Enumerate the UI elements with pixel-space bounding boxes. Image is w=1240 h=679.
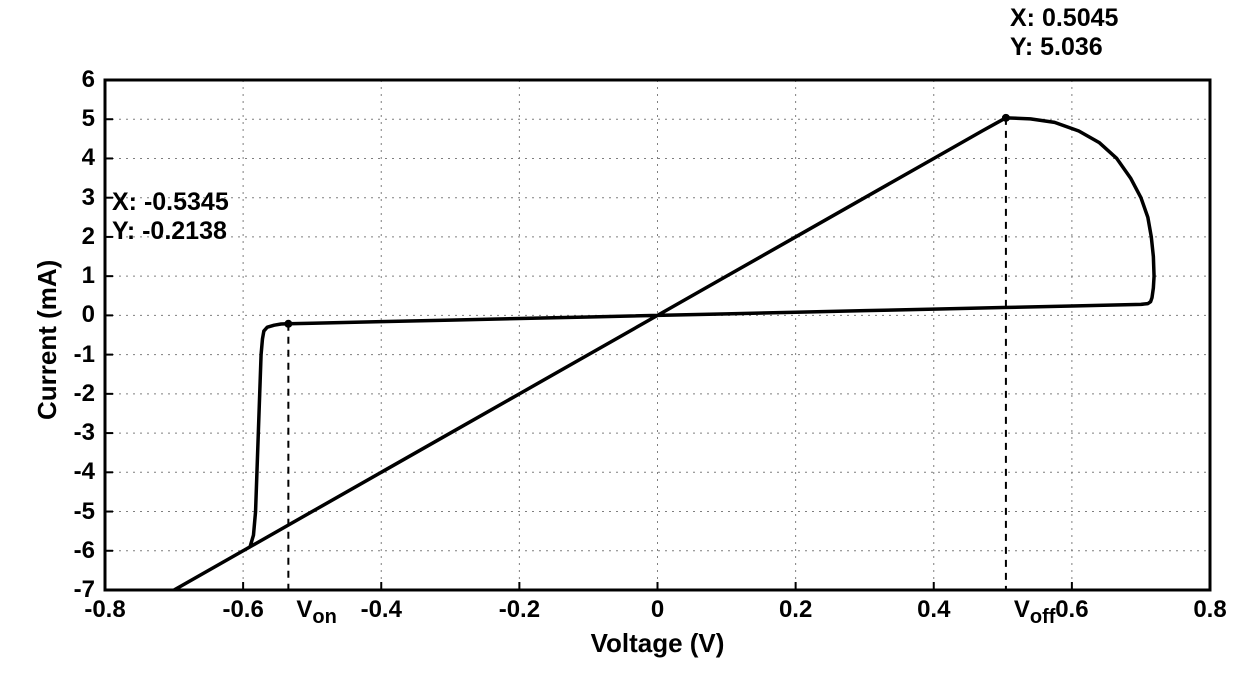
x-tick-label: -0.6: [222, 596, 263, 624]
y-tick-label: 2: [82, 223, 95, 251]
y-tick-label: 6: [82, 66, 95, 94]
x-tick-label: 0.4: [917, 596, 950, 624]
y-tick-label: -3: [74, 419, 95, 447]
data-annotation: X: 0.5045 Y: 5.036: [1010, 4, 1118, 62]
iv-curve-chart: [0, 0, 1240, 679]
y-tick-label: -2: [74, 380, 95, 408]
x-axis-label: Voltage (V): [591, 628, 725, 659]
y-tick-label: -1: [74, 341, 95, 369]
y-tick-label: 0: [82, 301, 95, 329]
y-tick-label: 5: [82, 105, 95, 133]
x-tick-label: 0: [651, 596, 664, 624]
chart-root: -0.8-0.6-0.4-0.200.20.40.60.8-7-6-5-4-3-…: [0, 0, 1240, 679]
y-tick-label: 1: [82, 262, 95, 290]
data-marker-dot: [1002, 114, 1010, 122]
data-marker-dot: [284, 320, 292, 328]
y-tick-label: -4: [74, 458, 95, 486]
x-tick-label: 0.8: [1193, 596, 1226, 624]
x-tick-label: 0.6: [1055, 596, 1088, 624]
y-tick-label: -5: [74, 498, 95, 526]
y-tick-label: -7: [74, 576, 95, 604]
threshold-marker-label: Voff: [1014, 596, 1056, 629]
x-tick-label: -0.2: [499, 596, 540, 624]
y-axis-label: Current (mA): [32, 260, 63, 420]
y-tick-label: 3: [82, 184, 95, 212]
x-tick-label: 0.2: [779, 596, 812, 624]
x-tick-label: -0.4: [361, 596, 402, 624]
y-tick-label: -6: [74, 537, 95, 565]
data-annotation: X: -0.5345 Y: -0.2138: [112, 188, 229, 246]
y-tick-label: 4: [82, 144, 95, 172]
threshold-marker-label: Von: [296, 596, 336, 629]
